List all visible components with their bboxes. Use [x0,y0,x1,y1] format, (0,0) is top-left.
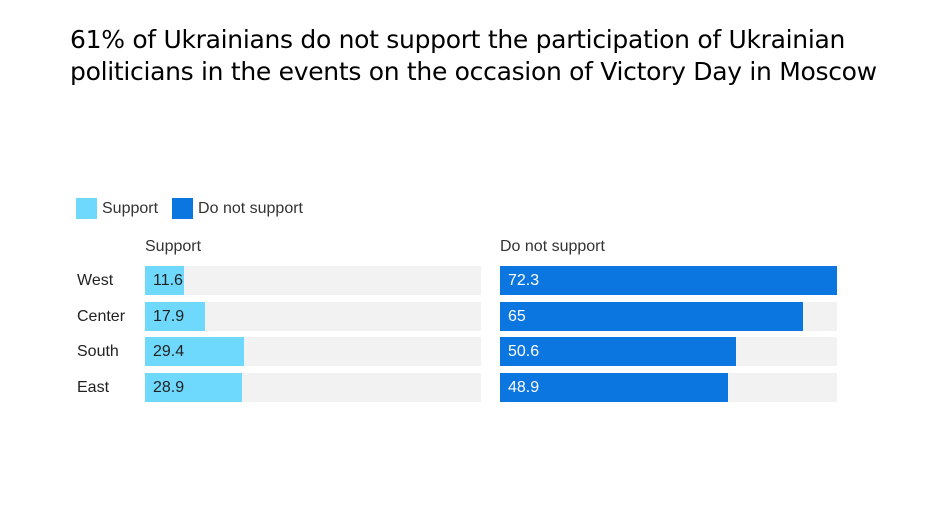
chart-title: 61% of Ukrainians do not support the par… [70,25,877,86]
bar-support-south [145,337,244,366]
bar-do-not-support-west [500,266,837,295]
panel-label-support: Support [145,238,202,255]
legend-label-do-not-support: Do not support [198,199,303,217]
legend-item-support: Support [76,198,158,219]
category-label-east: East [77,378,110,396]
value-label-do-not-support-center: 65 [508,307,526,325]
bar-do-not-support-east [500,372,728,402]
bar-track-support-east: 28.9 [145,372,481,402]
bar-support-west [145,266,184,295]
value-label-do-not-support-west: 72.3 [508,272,540,289]
bar-track-do-not-support-center: 65 [500,301,837,331]
bar-track-do-not-support-south: 50.6 [500,337,837,366]
bar-support-east [145,372,243,402]
legend-swatch-do-not-support [172,198,194,219]
value-label-support-east: 28.9 [153,378,185,396]
category-label-center: Center [77,307,126,325]
legend: Support Do not support [76,198,303,219]
bar-do-not-support-center [500,301,803,331]
bar-track-do-not-support-west: 72.3 [500,266,837,295]
bar-track-support-south: 29.4 [145,337,481,366]
legend-label-support: Support [102,199,159,217]
category-label-west: West [77,272,114,289]
legend-swatch-support [76,198,97,219]
category-label-south: South [77,343,119,360]
value-label-support-south: 29.4 [153,343,185,360]
bar-do-not-support-south [500,337,736,366]
panel-label-do-not-support: Do not support [500,238,605,255]
value-label-support-west: 11.6 [153,272,183,289]
bar-track-support-west: 11.6 [145,266,481,295]
value-label-do-not-support-south: 50.6 [508,343,540,360]
bar-track-do-not-support-east: 48.9 [500,372,837,402]
value-label-support-center: 17.9 [153,307,185,325]
legend-item-do-not-support: Do not support [172,198,303,219]
bar-track-support-center: 17.9 [145,301,481,331]
bar-support-center [145,301,206,331]
value-label-do-not-support-east: 48.9 [508,378,540,396]
